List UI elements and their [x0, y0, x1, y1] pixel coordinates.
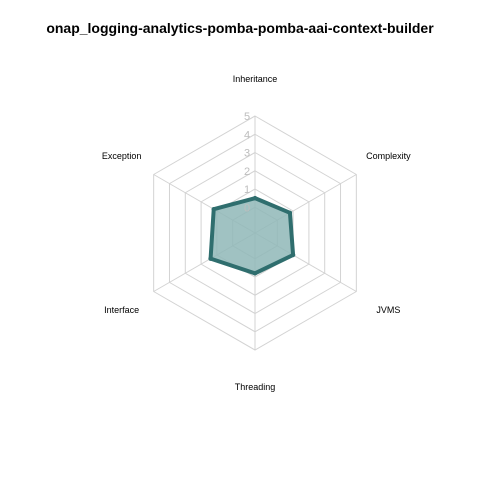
- axis-label-jvms: JVMS: [376, 305, 400, 315]
- tick-label-5: 5: [244, 111, 250, 123]
- radar-axis-labels: Inheritance Complexity JVMS Threading Interf…: [102, 74, 411, 392]
- axis-label-inheritance: Inheritance: [233, 74, 278, 84]
- axis-label-complexity: Complexity: [366, 151, 411, 161]
- data-point-threading: [252, 271, 258, 276]
- tick-label-0: 0: [244, 202, 250, 214]
- tick-label-3: 3: [244, 148, 250, 160]
- chart-title: onap_logging-analytics-pomba-pomba-aai-c…: [46, 20, 434, 36]
- data-point-exception: [211, 206, 216, 212]
- series-polygon-0: [208, 196, 296, 276]
- axis-label-threading: Threading: [235, 382, 276, 392]
- data-point-jvms: [290, 252, 296, 258]
- data-point-interface: [208, 256, 213, 261]
- data-point-inheritance: [252, 195, 258, 201]
- radar-series: [208, 195, 296, 276]
- tick-label-4: 4: [244, 129, 250, 141]
- radar-tick-labels: 0 1 2 3 4 5: [244, 111, 250, 214]
- tick-label-2: 2: [244, 166, 250, 178]
- axis-label-interface: Interface: [104, 305, 139, 315]
- tick-label-1: 1: [244, 184, 250, 196]
- axis-label-exception: Exception: [102, 151, 142, 161]
- data-point-complexity: [287, 210, 293, 216]
